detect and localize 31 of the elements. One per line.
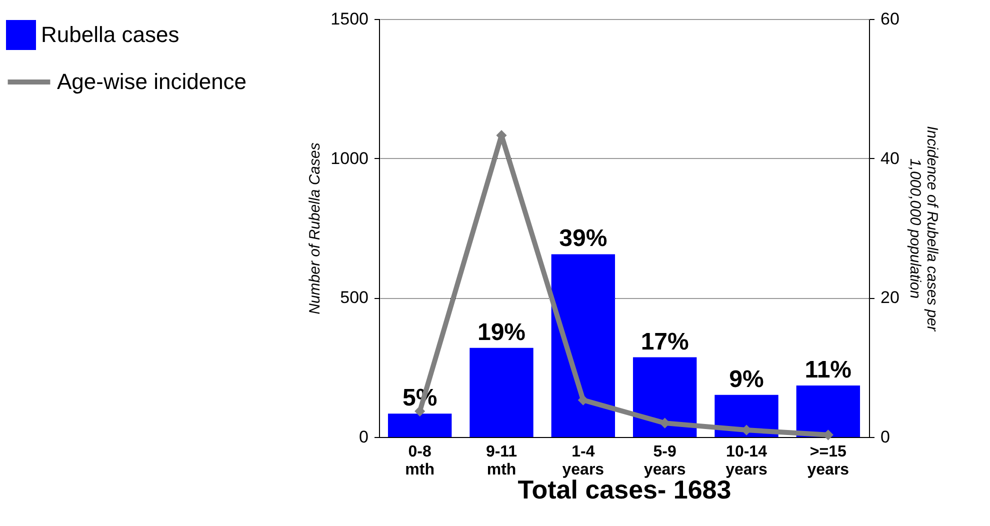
bar — [470, 348, 534, 437]
bar — [551, 254, 616, 437]
annotation: 17% — [640, 328, 689, 356]
y2-tick-label: 0 — [880, 428, 890, 446]
point — [578, 395, 588, 405]
legend-label: Rubella cases — [41, 22, 180, 47]
point — [414, 406, 425, 416]
bar — [388, 414, 452, 437]
annotation: 9% — [729, 366, 764, 393]
bar — [796, 385, 860, 437]
annotation: 19% — [477, 318, 526, 346]
x-tick-label: 9-11 mth — [486, 444, 518, 478]
y2-tick-label: 60 — [880, 10, 900, 28]
x-tick-label: 0-8 mth — [405, 444, 434, 478]
y-axis-title: Number of Rubella Cases — [306, 142, 324, 314]
point — [742, 425, 752, 435]
y-tick-label: 1000 — [330, 148, 368, 168]
x-tick-label: 5-9 years — [644, 444, 686, 478]
y-tick-label: 0 — [359, 428, 368, 446]
y-tick-label: 500 — [340, 288, 368, 308]
x-tick-label: 10-14 years — [726, 444, 768, 478]
y2-tick-label: 20 — [880, 288, 900, 308]
annotation: 39% — [559, 225, 608, 252]
y-tick-label: 1500 — [330, 10, 368, 28]
annotation: 11% — [804, 356, 852, 384]
bar — [632, 357, 697, 437]
x-tick-label: 1-4 years — [562, 444, 604, 478]
y2-tick-label: 40 — [880, 148, 900, 168]
x-tick-label: >=15 years — [807, 444, 850, 478]
y2-axis-title: Incidence of Rubella cases per 1,000,000 population — [906, 126, 940, 332]
legend-label: Age-wise incidence — [57, 69, 247, 94]
